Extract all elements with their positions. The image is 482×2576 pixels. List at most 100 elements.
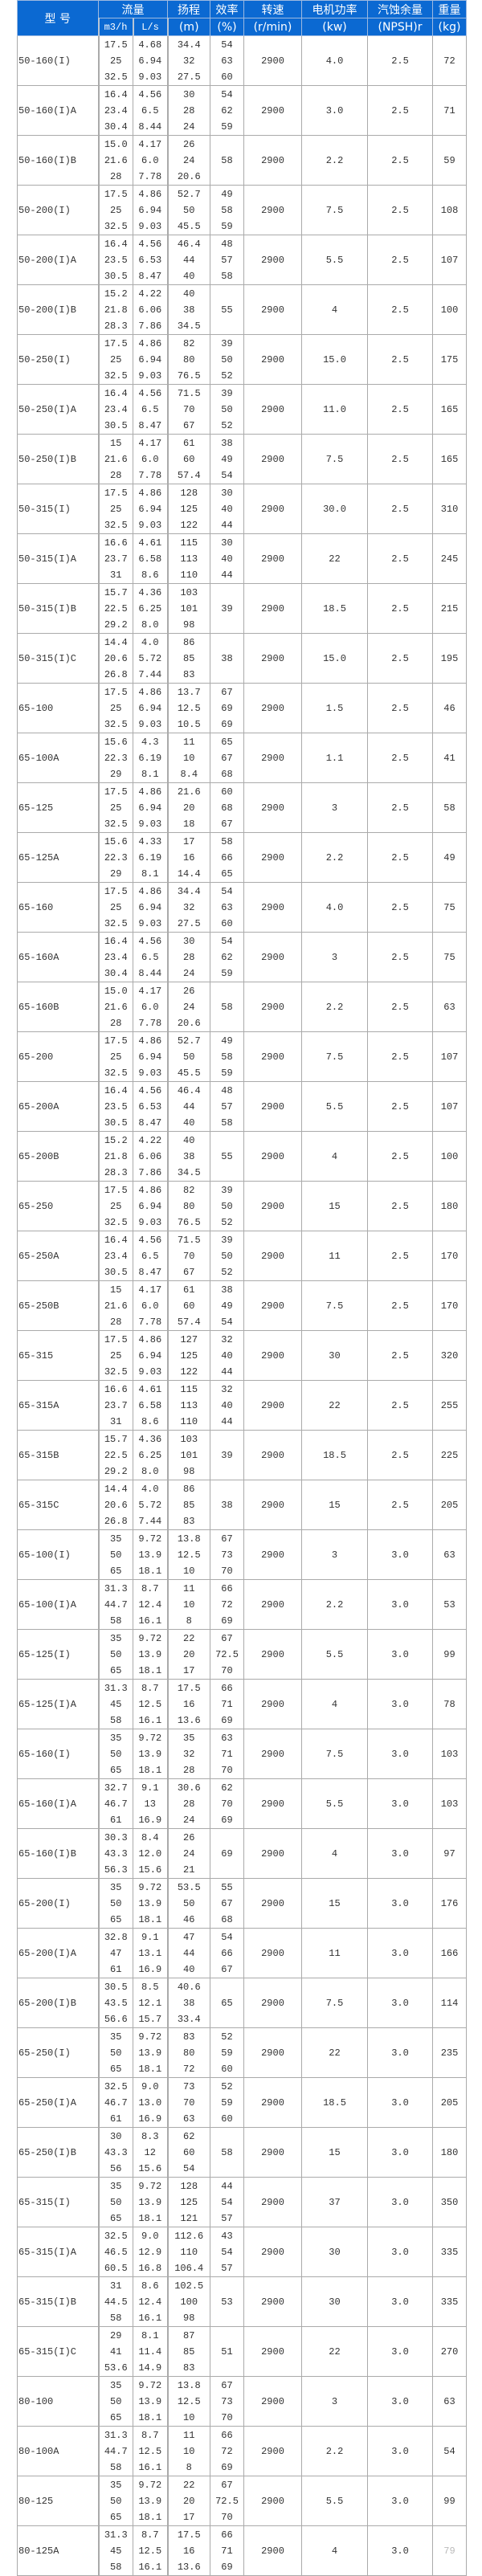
- efficiency-value: 71: [221, 1698, 233, 1710]
- efficiency-value: 44: [221, 569, 233, 581]
- efficiency-cell: 43 54 57: [210, 2227, 244, 2277]
- flow-value: 28: [110, 469, 122, 481]
- flow-ls-value: 4.86: [138, 487, 162, 499]
- npsh-cell: 2.5: [367, 1181, 433, 1231]
- flow-value: 25: [110, 1349, 122, 1361]
- efficiency-cell: 63 71 70: [210, 1729, 244, 1779]
- flow-value: 56: [110, 2162, 122, 2174]
- head-value: 127: [180, 1333, 198, 1345]
- flow-value: 58: [110, 1714, 122, 1726]
- head-value: 10: [183, 752, 195, 764]
- efficiency-value: 67: [221, 1632, 233, 1644]
- flow-ls-value: 8.47: [138, 1117, 162, 1129]
- efficiency-cell: 38 49 54: [210, 1280, 244, 1331]
- power-cell: 15: [301, 1480, 368, 1530]
- flow-value: 41: [110, 2345, 122, 2358]
- flow-value: 25: [110, 901, 122, 913]
- efficiency-value: 39: [221, 387, 233, 399]
- weight-cell: 100: [432, 1131, 467, 1182]
- flow-ls-value: 9.72: [138, 1881, 162, 1893]
- speed-cell: 2900: [243, 484, 302, 534]
- flow-ls-value: 9.72: [138, 2180, 162, 2192]
- flow-value: 30: [110, 2130, 122, 2142]
- power-cell: 37: [301, 2177, 368, 2227]
- efficiency-value: 52: [221, 369, 233, 382]
- flow-ls-value: 4.86: [138, 786, 162, 798]
- flow-value: 29: [110, 868, 122, 880]
- flow-value: 23.5: [104, 1100, 128, 1112]
- head-value: 85: [183, 1499, 195, 1511]
- efficiency-value: 66: [221, 851, 233, 863]
- flow-cell: 17.5 25 32.5: [97, 484, 133, 534]
- flow-ls-value: 4.56: [138, 1234, 162, 1246]
- flow-ls-value: 13.9: [138, 2495, 162, 2507]
- head-value: 38: [183, 1150, 195, 1162]
- flow-ls-value: 13.1: [138, 1947, 162, 1959]
- flow-value: 17.5: [104, 686, 128, 698]
- efficiency-cell: 58: [210, 2127, 244, 2178]
- head-value: 44: [183, 254, 195, 266]
- flow-value: 60.5: [104, 2262, 128, 2274]
- flow-cell: 17.5 25 32.5: [97, 185, 133, 235]
- table-row: 65-100(I)A 31.3 44.7 58 8.7 12.4 16.1 11 10 8 66 72…: [17, 1579, 467, 1630]
- weight-cell: 103: [432, 1778, 467, 1829]
- flow-value: 45: [110, 2545, 122, 2557]
- npsh-cell: 3.0: [367, 2276, 433, 2327]
- flow-ls-value: 6.0: [141, 154, 159, 166]
- efficiency-value: 67: [221, 2479, 233, 2491]
- efficiency-value: 69: [221, 2561, 233, 2573]
- flow-value: 46.7: [104, 2096, 128, 2109]
- efficiency-value: 62: [221, 104, 233, 116]
- flow-ls-value: 6.0: [141, 453, 159, 465]
- flow-ls-value: 16.1: [138, 1615, 162, 1627]
- flow-ls-value: 4.86: [138, 337, 162, 349]
- flow-ls-value: 9.72: [138, 1732, 162, 1744]
- efficiency-value: 54: [221, 935, 233, 947]
- flow-ls-value: 8.47: [138, 419, 162, 431]
- head-value: 40: [183, 270, 195, 282]
- weight-cell: 245: [432, 533, 467, 584]
- weight-cell: 170: [432, 1280, 467, 1331]
- head-cell: 13.8 12.5 10: [167, 1529, 210, 1580]
- power-cell: 3: [301, 1529, 368, 1580]
- flow-ls-value: 9.72: [138, 2479, 162, 2491]
- efficiency-cell: 67 69 69: [210, 683, 244, 733]
- model-cell: 65-250B: [17, 1280, 99, 1331]
- efficiency-cell: 39 50 52: [210, 334, 244, 385]
- flow-value: 21.6: [104, 1001, 128, 1013]
- model-cell: 65-315A: [17, 1380, 99, 1431]
- flow-ls-value: 6.25: [138, 1449, 162, 1461]
- npsh-cell: 3.0: [367, 2525, 433, 2576]
- table-row: 80-125A 31.3 45 58 8.7 12.5 16.1 17.5 16 13.6 66 71…: [17, 2525, 467, 2576]
- model-cell: 50-200(I): [17, 185, 99, 235]
- efficiency-value: 67: [221, 2379, 233, 2391]
- flow-ls-value: 6.25: [138, 602, 162, 614]
- efficiency-value: 71: [221, 2545, 233, 2557]
- table-row: 65-315A 16.6 23.7 31 4.61 6.58 8.6 115 113 110 32 4…: [17, 1380, 467, 1431]
- flow-value: 65: [110, 2063, 122, 2075]
- head-value: 103: [180, 1433, 198, 1445]
- efficiency-cell: 52 59 60: [210, 2027, 244, 2078]
- weight-cell: 63: [432, 982, 467, 1032]
- model-cell: 50-250(I): [17, 334, 99, 385]
- head-value: 72: [183, 2063, 195, 2075]
- flow-value: 25: [110, 204, 122, 216]
- head-value: 98: [183, 2312, 195, 2324]
- flow-cell: 16.4 23.4 30.4: [97, 932, 133, 982]
- flow-ls-value: 8.6: [141, 1415, 159, 1427]
- flow-value: 17.5: [104, 1035, 128, 1047]
- npsh-cell: 2.5: [367, 384, 433, 435]
- table-row: 65-125(I)A 31.3 45 58 8.7 12.5 16.1 17.5 16 13.6 6…: [17, 1679, 467, 1729]
- efficiency-cell: 38: [210, 1480, 244, 1530]
- table-row: 65-160(I)B 30.3 43.3 56.3 8.4 12.0 15.6 26 24 21 6…: [17, 1828, 467, 1879]
- head-cell: 71.5 70 67: [167, 384, 210, 435]
- flow-value: 50: [110, 1748, 122, 1760]
- flow-ls-value: 6.06: [138, 1150, 162, 1162]
- flow-cell: 14.4 20.6 26.8: [97, 1480, 133, 1530]
- model-cell: 50-315(I)A: [17, 533, 99, 584]
- efficiency-cell: 66 71 69: [210, 2525, 244, 2576]
- npsh-cell: 3.0: [367, 1878, 433, 1929]
- speed-cell: 2900: [243, 932, 302, 982]
- flow-ls-cell: 9.0 13.0 16.9: [133, 2077, 169, 2128]
- head-cell: 86 85 83: [167, 633, 210, 684]
